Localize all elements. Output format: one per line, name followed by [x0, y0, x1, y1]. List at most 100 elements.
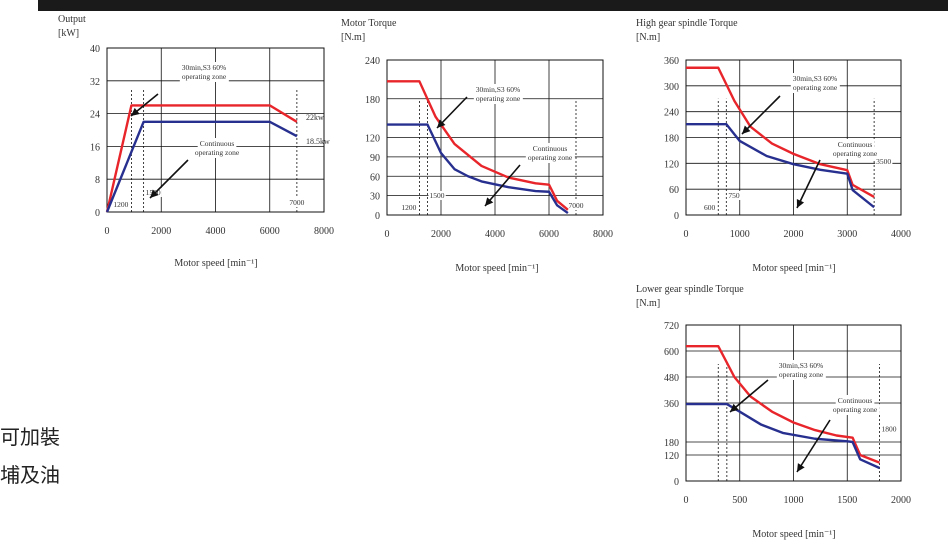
chart-unit: [kW]: [58, 28, 79, 39]
side-text-line-2: 埔及油: [0, 463, 60, 487]
zone-label-bg: [192, 147, 242, 158]
x-tick-label: 2000: [151, 226, 171, 237]
zone-label-cont-line1: Continuous: [838, 396, 873, 405]
y-tick-label: 8: [95, 175, 100, 186]
x-axis-label: Motor speed [min⁻¹]: [752, 529, 835, 540]
x-tick-label: 2000: [431, 229, 451, 240]
annotation-arrow: [796, 159, 821, 209]
series-line-blue: [686, 122, 875, 209]
speed-marker-label: 1500: [430, 191, 445, 200]
zone-label-cont-line2: operating zone: [833, 405, 878, 414]
zone-label-bg: [830, 404, 880, 415]
y-tick-label: 0: [375, 211, 380, 222]
annotation-arrow: [796, 419, 831, 473]
speed-marker-bg: [112, 200, 130, 209]
zone-label-cont-line2: operating zone: [195, 148, 240, 157]
y-tick-label: 180: [664, 134, 679, 145]
y-tick-label: 120: [365, 134, 380, 145]
x-axis-label: Motor speed [min⁻¹]: [752, 263, 835, 274]
side-text-line-1: 可加裝: [0, 425, 60, 449]
speed-marker-bg: [400, 203, 418, 212]
y-tick-label: 240: [365, 56, 380, 67]
arrow-head: [742, 125, 751, 134]
annotation-arrow: [149, 159, 189, 199]
plot-frame: [685, 59, 902, 216]
speed-marker-label: 1200: [401, 203, 416, 212]
y-tick-label: 720: [664, 321, 679, 332]
zone-label-s3-line1: 30min,S3 60%: [476, 85, 521, 94]
x-axis-label: Motor speed [min⁻¹]: [174, 258, 257, 269]
y-tick-label: 180: [664, 438, 679, 449]
speed-marker-bg: [703, 203, 717, 212]
x-axis-label: Motor speed [min⁻¹]: [455, 263, 538, 274]
annotation-18-5kw: 18.5kw: [306, 137, 330, 146]
x-tick-label: 2000: [784, 229, 804, 240]
zone-label-bg: [179, 71, 229, 82]
speed-marker-label: 7000: [289, 198, 304, 207]
zone-label-s3-line1: 30min,S3 60%: [793, 74, 838, 83]
y-tick-label: 90: [370, 153, 380, 164]
series-line-red: [686, 345, 880, 464]
x-tick-label: 8000: [593, 229, 613, 240]
y-tick-label: 480: [664, 373, 679, 384]
y-tick-label: 60: [370, 172, 380, 183]
zone-label-cont-line1: Continuous: [200, 139, 235, 148]
y-tick-label: 300: [664, 82, 679, 93]
zone-label-cont-line2: operating zone: [528, 153, 573, 162]
annotation-arrow: [729, 379, 769, 413]
x-tick-label: 3000: [837, 229, 857, 240]
arrow-head: [437, 119, 446, 128]
zone-label-cont-line2: operating zone: [833, 149, 878, 158]
x-tick-label: 0: [105, 226, 110, 237]
y-tick-label: 60: [669, 185, 679, 196]
annotation-arrow: [741, 95, 781, 135]
zone-label-bg: [776, 360, 826, 371]
series-line-red: [105, 104, 298, 213]
x-tick-label: 1000: [784, 495, 804, 506]
series-line-blue: [387, 123, 569, 215]
y-tick-label: 30: [370, 192, 380, 203]
speed-marker-bg: [875, 157, 893, 167]
x-tick-label: 0: [684, 495, 689, 506]
x-tick-label: 4000: [206, 226, 226, 237]
zone-label-bg: [835, 395, 875, 406]
zone-label-s3-line1: 30min,S3 60%: [779, 361, 824, 370]
zone-label-cont-line1: Continuous: [838, 140, 873, 149]
x-tick-label: 1000: [730, 229, 750, 240]
arrow-head: [797, 463, 805, 472]
x-tick-label: 6000: [539, 229, 559, 240]
chart-title: Lower gear spindle Torque: [636, 284, 744, 295]
series-line-red: [387, 80, 569, 211]
plot-frame: [106, 47, 325, 213]
y-tick-label: 240: [664, 108, 679, 119]
speed-marker-bg: [428, 191, 446, 200]
x-tick-label: 500: [732, 495, 747, 506]
zone-label-bg: [179, 62, 229, 73]
chart-unit: [N.m]: [636, 32, 660, 43]
chart-title: Output: [58, 14, 86, 25]
header-bar: [38, 0, 948, 11]
y-tick-label: 360: [664, 399, 679, 410]
chart-title: Motor Torque: [341, 18, 397, 29]
y-tick-label: 40: [90, 44, 100, 55]
x-tick-label: 4000: [485, 229, 505, 240]
x-tick-label: 1500: [837, 495, 857, 506]
y-tick-label: 16: [90, 142, 100, 153]
y-tick-label: 32: [90, 77, 100, 88]
zone-label-bg: [830, 148, 880, 159]
speed-marker-label: 1200: [113, 200, 128, 209]
y-tick-label: 0: [674, 477, 679, 488]
x-tick-label: 8000: [314, 226, 334, 237]
zone-label-cont-line1: Continuous: [533, 144, 568, 153]
zone-label-bg: [473, 84, 523, 95]
x-tick-label: 0: [684, 229, 689, 240]
y-tick-label: 120: [664, 451, 679, 462]
chart-title: High gear spindle Torque: [636, 18, 738, 29]
speed-marker-label: 1800: [882, 425, 897, 434]
zone-label-s3-line1: 30min,S3 60%: [182, 63, 227, 72]
zone-label-s3-line2: operating zone: [779, 370, 824, 379]
zone-label-s3-line2: operating zone: [793, 83, 838, 92]
speed-marker-bg: [880, 424, 898, 434]
